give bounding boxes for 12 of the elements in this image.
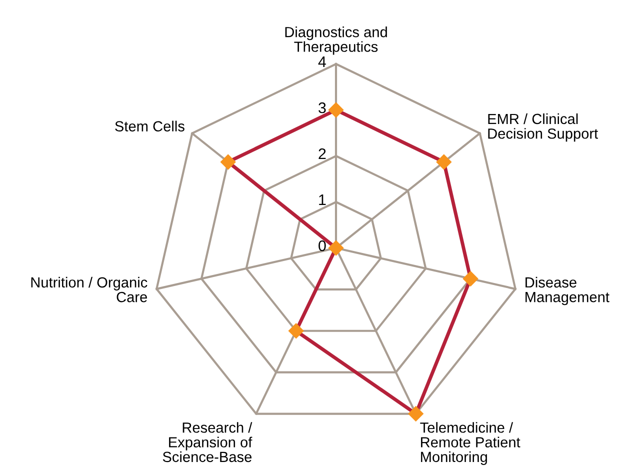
spoke-label: Telemedicine / Remote Patient Monitoring: [420, 422, 520, 465]
y-tick-label: 0: [318, 240, 326, 252]
spoke-label: Stem Cells: [115, 120, 184, 132]
y-tick-label: 3: [318, 102, 326, 114]
y-tick-label: 4: [318, 56, 326, 68]
y-tick-label: 2: [318, 148, 326, 160]
y-tick-label: 1: [319, 194, 326, 206]
spoke-label: EMR / Clinical Decision Support: [488, 113, 598, 142]
spoke-label: Nutrition / Organic Care: [31, 276, 148, 302]
spoke-label: Research / Expansion of Science-Base: [162, 422, 252, 462]
spoke-label: Disease Management: [526, 276, 610, 306]
spoke-label: Diagnostics and Therapeutics: [285, 26, 387, 55]
